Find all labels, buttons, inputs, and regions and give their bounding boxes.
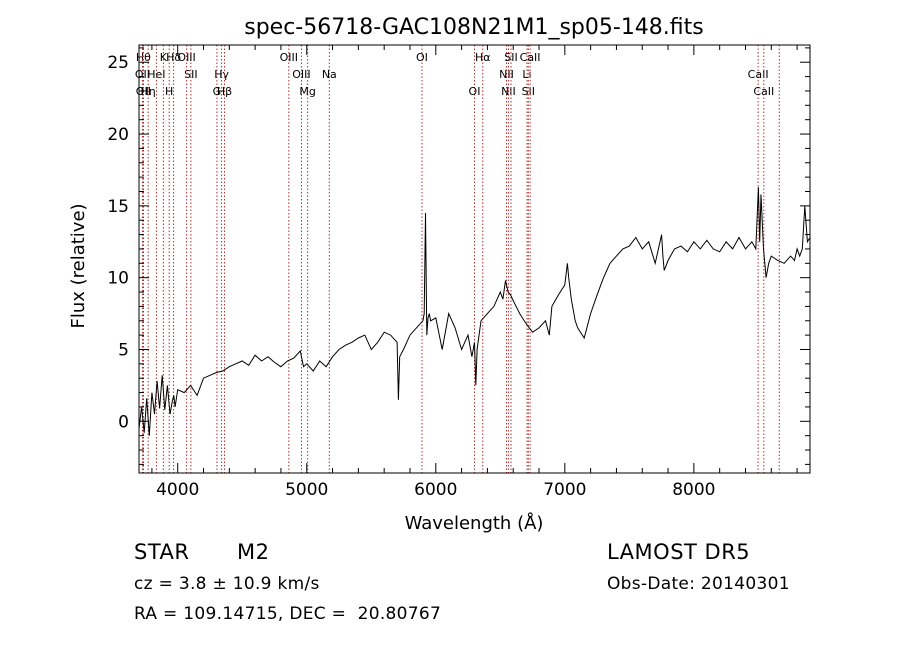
spectral-line-label: CaII <box>753 85 774 98</box>
x-tick-label: 4000 <box>156 480 199 500</box>
spectral-line-label: OIII <box>292 68 310 81</box>
spectral-line-label: SII <box>184 68 197 81</box>
spectral-line-label: OIII <box>177 51 195 64</box>
spectral-line-label: K <box>160 51 168 64</box>
spectral-line-label: OI <box>469 85 481 98</box>
y-tick-label: 25 <box>107 53 129 73</box>
spectrum-series <box>138 187 811 436</box>
object-class: STAR <box>134 540 190 564</box>
spectrum-line <box>138 187 811 436</box>
spectral-line-label: Mg <box>299 85 315 98</box>
spectral-line-label: Hγ <box>214 68 229 81</box>
spectral-line-label: Hβ <box>217 85 232 98</box>
chart-title: spec-56718-GAC108N21M1_sp05-148.fits <box>244 15 704 40</box>
y-tick-label: 5 <box>118 340 129 360</box>
y-tick-label: 15 <box>107 197 129 217</box>
spectral-line-label: Li <box>522 68 531 81</box>
spectral-line-label: G <box>213 85 222 98</box>
spectral-line-label: Hα <box>475 51 491 64</box>
spectral-line-label: H <box>165 85 173 98</box>
spectral-line-label: OI <box>416 51 428 64</box>
object-subclass: M2 <box>237 540 270 564</box>
x-tick-label: 5000 <box>285 480 328 500</box>
spectral-line-label: OII <box>136 85 151 98</box>
spectral-line-markers: HθOIIOIIHηHeIKHHδSIIOIIIHγGHβOIIIOIIIMgN… <box>135 45 780 473</box>
spectral-line-label: Na <box>322 68 337 81</box>
observation-date: Obs-Date: 20140301 <box>607 574 790 594</box>
spectral-line-label: OIII <box>280 51 298 64</box>
x-tick-label: 7000 <box>543 480 586 500</box>
spectral-line-label: SII <box>522 85 535 98</box>
spectral-line-label: CaII <box>520 51 541 64</box>
y-axis-label: Flux (relative) <box>68 203 89 328</box>
y-tick-label: 10 <box>107 269 129 289</box>
spectral-line-label: SII <box>504 51 517 64</box>
redshift-readout: cz = 3.8 ± 10.9 km/s <box>134 574 320 594</box>
x-axis: 4000 5000 6000 7000 8000 <box>151 45 798 500</box>
spectral-line-label: Hη <box>141 85 156 98</box>
spectral-line-label: NII <box>499 68 514 81</box>
y-axis: 0 5 10 15 20 25 <box>107 47 810 465</box>
coordinates-readout: RA = 109.14715, DEC = 20.80767 <box>134 604 442 624</box>
plot-frame <box>138 44 811 474</box>
y-tick-label: 20 <box>107 125 129 145</box>
spectral-line-label: CaII <box>748 68 769 81</box>
y-tick-label: 0 <box>118 412 129 432</box>
x-tick-label: 8000 <box>672 480 715 500</box>
x-axis-label: Wavelength (Å) <box>405 512 544 534</box>
x-tick-label: 6000 <box>414 480 457 500</box>
survey-name: LAMOST DR5 <box>607 540 751 564</box>
spectral-line-label: Hθ <box>136 51 151 64</box>
spectral-line-label: HeI <box>147 68 165 81</box>
spectral-line-label: NII <box>501 85 516 98</box>
